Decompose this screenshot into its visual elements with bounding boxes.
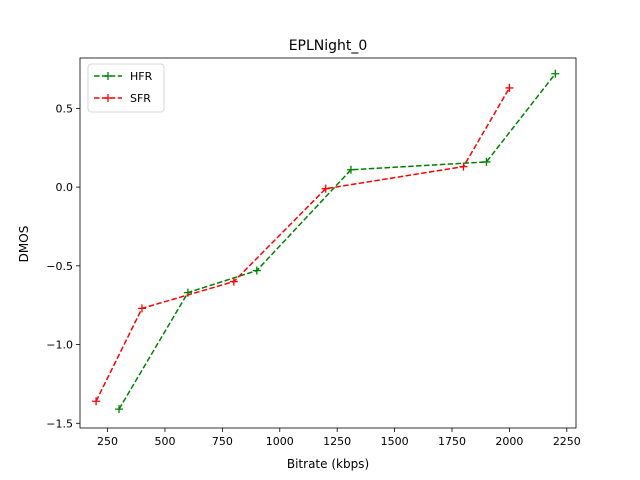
y-tick-label: −1.0: [46, 339, 73, 352]
x-axis-label: Bitrate (kbps): [287, 457, 369, 471]
legend-label-sfr: SFR: [130, 92, 151, 105]
series-line-hfr: [118, 73, 556, 410]
x-tick-label: 750: [212, 435, 233, 448]
data-point-sfr: [138, 304, 146, 313]
chart-title: EPLNight_0: [289, 38, 368, 54]
y-tick-label: −0.5: [46, 260, 73, 273]
data-point-sfr: [229, 277, 238, 286]
x-tick-label: 1000: [266, 435, 294, 448]
y-tick-label: 0.5: [56, 102, 74, 115]
y-axis-label: DMOS: [17, 226, 31, 263]
x-tick-label: 1250: [323, 435, 351, 448]
data-point-sfr: [459, 162, 468, 171]
data-point-hfr: [346, 165, 355, 174]
x-tick-label: 2000: [495, 435, 523, 448]
data-point-hfr: [482, 157, 491, 166]
legend-box: [87, 63, 165, 113]
data-point-sfr: [92, 397, 101, 406]
legend-label-hfr: HFR: [130, 70, 153, 83]
y-tick-label: −1.5: [46, 417, 73, 430]
data-point-hfr: [115, 405, 124, 414]
plot-frame: [79, 57, 577, 429]
legend-swatch-marker-sfr: [104, 94, 112, 102]
data-point-hfr: [551, 69, 560, 78]
series-line-sfr: [95, 87, 511, 402]
x-tick-label: 500: [154, 435, 175, 448]
data-point-sfr: [505, 83, 514, 92]
y-tick-label: 0.0: [56, 181, 74, 194]
x-tick-label: 1500: [381, 435, 409, 448]
x-tick-label: 250: [97, 435, 118, 448]
x-tick-label: 2250: [553, 435, 581, 448]
data-point-sfr: [321, 184, 330, 193]
x-tick-label: 1750: [438, 435, 466, 448]
data-point-hfr: [252, 266, 261, 275]
legend-swatch-marker-hfr: [104, 72, 112, 80]
